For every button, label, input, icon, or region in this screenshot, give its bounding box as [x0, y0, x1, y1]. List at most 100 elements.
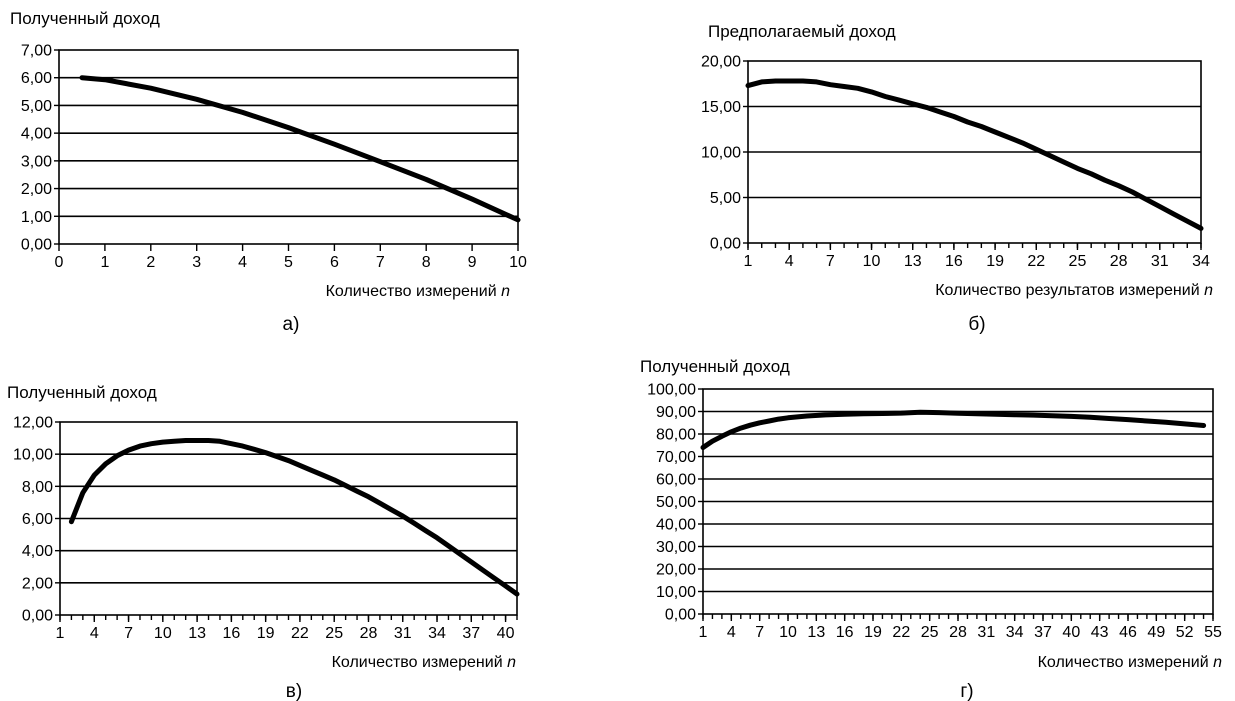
chart-d-panel-label: г) [960, 681, 973, 701]
chart-c-xlabel-text: Количество измерений [332, 654, 503, 671]
chart-b-x-tick-label: 22 [1027, 253, 1045, 270]
chart-d-y-tick-label: 70,00 [656, 449, 696, 466]
chart-b-title: Предполагаемый доход [708, 22, 896, 41]
chart-c-x-tick-label: 13 [188, 625, 206, 642]
chart-c-y-tick-label: 12,00 [13, 415, 53, 432]
chart-a-xlabel: Количество измерений n [326, 283, 511, 300]
chart-d-x-tick-label: 25 [921, 624, 939, 641]
chart-a-frame [58, 49, 519, 245]
chart-d-plot: 1 4 7 10 13 16 19 22 25 28 31 34 37 40 43 46 49 52 55 0,00 1… [647, 382, 1222, 642]
chart-c-y-tick-label: 4,00 [22, 543, 53, 560]
chart-d-x-tick-label: 16 [836, 624, 854, 641]
chart-d-x-tick-label: 22 [892, 624, 910, 641]
chart-d-x-tick-label: 19 [864, 624, 882, 641]
chart-c-x-tick-label: 4 [90, 625, 99, 642]
chart-d-x-tick-label: 34 [1006, 624, 1024, 641]
chart-d-x-tick-label: 52 [1176, 624, 1194, 641]
chart-c-x-tick-label: 7 [124, 625, 133, 642]
chart-c-y-tick-label: 8,00 [22, 479, 53, 496]
chart-d-x-tick-label: 13 [807, 624, 825, 641]
chart-c-x-tick-label: 28 [360, 625, 378, 642]
chart-d-y-tick-label: 50,00 [656, 494, 696, 511]
chart-d-y-tick-label: 10,00 [656, 584, 696, 601]
chart-c-x-tick-label: 25 [325, 625, 343, 642]
chart-a-y-tick-label: 5,00 [21, 98, 52, 115]
chart-b-x-tick-label: 7 [826, 253, 835, 270]
chart-d-x-tick-label: 28 [949, 624, 967, 641]
chart-c-x-tick-label: 16 [222, 625, 240, 642]
chart-c-series-line [68, 438, 520, 597]
chart-c-x-tick-label: 31 [394, 625, 412, 642]
chart-d-title: Полученный доход [640, 357, 790, 376]
chart-a-y-tick-label: 3,00 [21, 153, 52, 170]
chart-a-x-tick-label: 1 [100, 254, 109, 271]
chart-d: Полученный доход 1 4 7 10 13 16 19 22 25 28 31 34 37… [640, 357, 1222, 701]
chart-a-x-tick-label: 4 [238, 254, 247, 271]
chart-b-x-tick-label: 19 [986, 253, 1004, 270]
chart-b-x-tick-label: 16 [945, 253, 963, 270]
chart-b-x-tick-label: 28 [1110, 253, 1128, 270]
chart-d-x-tick-label: 31 [977, 624, 995, 641]
chart-c-xlabel: Количество измерений n [332, 654, 517, 671]
chart-c-xlabel-var: n [507, 654, 516, 671]
chart-a-x-tick-label: 6 [330, 254, 339, 271]
chart-b-y-tick-label: 10,00 [701, 145, 741, 162]
chart-a-y-tick-label: 6,00 [21, 70, 52, 87]
chart-b-plot: 1 4 7 10 13 16 19 22 25 28 31 34 0,00 5,00 10,00 15,00 2… [701, 54, 1210, 271]
chart-b-x-tick-label: 25 [1069, 253, 1087, 270]
chart-a-x-tick-label: 2 [146, 254, 155, 271]
chart-d-x-tick-label: 49 [1147, 624, 1165, 641]
chart-d-x-tick-label: 10 [779, 624, 797, 641]
chart-a-y-tick-label: 0,00 [21, 237, 52, 254]
chart-d-y-tick-label: 20,00 [656, 562, 696, 579]
chart-d-xlabel: Количество измерений n [1038, 654, 1223, 671]
chart-a-y-tick-label: 7,00 [21, 43, 52, 60]
chart-a-y-tick-label: 4,00 [21, 126, 52, 143]
chart-b-x-tick-label: 1 [744, 253, 753, 270]
chart-d-x-tick-label: 7 [755, 624, 764, 641]
chart-d-x-tick-label: 46 [1119, 624, 1137, 641]
chart-b-x-tick-label: 31 [1151, 253, 1169, 270]
chart-c-x-tick-label: 34 [428, 625, 446, 642]
chart-d-x-tick-label: 43 [1091, 624, 1109, 641]
chart-d-x-tick-label: 37 [1034, 624, 1052, 641]
chart-b-y-tick-label: 0,00 [710, 236, 741, 253]
chart-d-xlabel-var: n [1213, 654, 1222, 671]
chart-b-y-tick-label: 5,00 [710, 190, 741, 207]
chart-a-x-tick-label: 0 [55, 254, 64, 271]
chart-b-x-tick-label: 34 [1192, 253, 1210, 270]
chart-d-y-tick-label: 90,00 [656, 404, 696, 421]
chart-b-x-tick-label: 10 [863, 253, 881, 270]
chart-a: Полученный доход 0 1 2 3 4 5 6 7 8 9 10 0,00 1,00 2,0… [10, 9, 527, 335]
chart-b-y-tick-label: 20,00 [701, 54, 741, 71]
chart-a-x-tick-label: 7 [376, 254, 385, 271]
chart-b-xlabel-var: n [1204, 282, 1213, 299]
chart-d-y-tick-label: 60,00 [656, 472, 696, 489]
chart-a-xlabel-text: Количество измерений [326, 283, 497, 300]
chart-a-y-tick-label: 2,00 [21, 181, 52, 198]
chart-c-plot: 1 4 7 10 13 16 19 22 25 28 31 34 37 40 0,00 2,00 4,00 6,0… [13, 415, 520, 642]
chart-a-x-tick-label: 9 [468, 254, 477, 271]
chart-d-series-line [700, 409, 1207, 450]
chart-c-y-tick-label: 2,00 [22, 575, 53, 592]
chart-d-y-tick-label: 80,00 [656, 427, 696, 444]
chart-c-x-tick-label: 1 [56, 625, 65, 642]
chart-c-y-tick-label: 6,00 [22, 511, 53, 528]
chart-a-x-tick-label: 8 [422, 254, 431, 271]
chart-b-panel-label: б) [968, 314, 985, 335]
chart-a-x-tick-label: 3 [192, 254, 201, 271]
chart-b-series-line [745, 78, 1204, 231]
chart-d-y-tick-label: 40,00 [656, 517, 696, 534]
chart-c-title: Полученный доход [7, 383, 157, 402]
chart-b-y-tick-label: 15,00 [701, 99, 741, 116]
chart-d-x-tick-label: 1 [699, 624, 708, 641]
chart-a-title: Полученный доход [10, 9, 160, 28]
chart-a-plot: 0 1 2 3 4 5 6 7 8 9 10 0,00 1,00 2,00 3,00 4,00 5,00 6,00… [21, 43, 527, 272]
chart-c-x-tick-label: 10 [154, 625, 172, 642]
chart-b-x-tick-label: 4 [785, 253, 794, 270]
chart-a-x-tick-label: 10 [509, 254, 527, 271]
chart-c-y-tick-label: 10,00 [13, 447, 53, 464]
chart-d-xlabel-text: Количество измерений [1038, 654, 1209, 671]
chart-a-x-tick-label: 5 [284, 254, 293, 271]
chart-b-xlabel: Количество результатов измерений n [935, 282, 1213, 299]
